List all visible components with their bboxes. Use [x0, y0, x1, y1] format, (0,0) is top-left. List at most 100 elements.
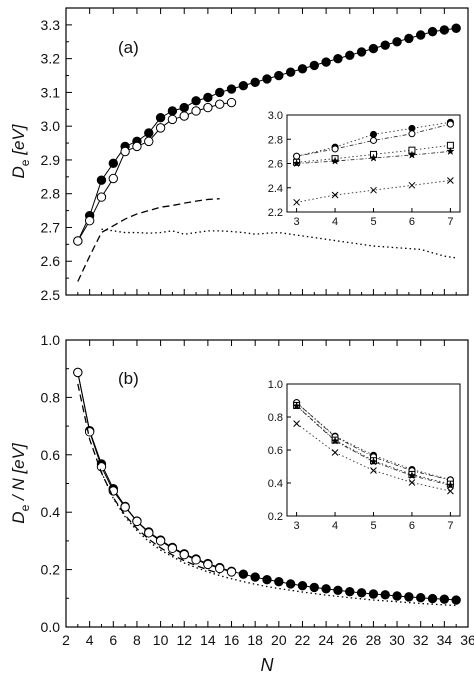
data-point-0-1-3: [108, 173, 118, 184]
panel-label-1: (b): [118, 369, 139, 388]
chart-layer: 2.52.62.72.82.93.03.13.23.3(a)De [eV]3 4 5…: [9, 7, 474, 675]
data-point-0-0-2: [96, 175, 107, 185]
data-point-0-0-22: [333, 53, 343, 64]
data-point-1-0-27: [392, 591, 402, 601]
data-point-1-0-23: [345, 586, 355, 597]
y-tick-label-0-3: 2.8: [41, 186, 61, 202]
y-tick-label-0-0: 2.5: [41, 287, 61, 303]
y-tick-label-1-5: 1.0: [41, 332, 61, 348]
inset-y-tick-label-1-4: 1.0: [268, 379, 283, 391]
inset-data-point-1-3-2: [369, 457, 378, 466]
data-point-0-0-7: [155, 113, 166, 123]
y-axis-title-unit-0: [eV]: [9, 123, 28, 159]
inset-series-line-1-0: [296, 402, 451, 481]
data-point-0-0-19: [297, 64, 308, 74]
y-tick-label-0-6: 3.1: [41, 84, 61, 100]
inset-data-point-1-4-2: [370, 467, 377, 474]
inset-x-tick-label-0-2: 5: [370, 216, 376, 228]
inset-x-tick-label-0-3: 6: [409, 216, 415, 228]
data-point-1-0-19: [297, 580, 308, 591]
y-axis-title-0: De [eV]: [9, 123, 32, 178]
data-point-1-0-26: [380, 590, 390, 600]
data-point-1-0-16: [262, 574, 272, 585]
data-point-0-1-7: [155, 123, 166, 133]
data-point-1-0-30: [427, 593, 438, 604]
data-point-0-0-21: [321, 57, 331, 67]
data-point-0-1-1: [84, 216, 95, 226]
inset-series-line-1-4: [296, 423, 451, 492]
data-point-1-1-12: [215, 563, 225, 574]
inset-data-point-0-4-0-stroke-b: [293, 198, 300, 206]
x-tick-label-1-4: 10: [153, 632, 169, 648]
inset-data-point-1-4-1: [331, 449, 339, 456]
inset-series-line-1-2: [296, 405, 451, 485]
data-point-0-0-26: [380, 40, 390, 50]
inset-data-point-1-4-3: [408, 479, 416, 486]
x-tick-label-1-10: 22: [295, 632, 311, 648]
x-tick-label-1-0: 2: [62, 632, 70, 648]
plot-frame-0: [65, 7, 469, 296]
data-point-0-0-20: [309, 60, 319, 71]
x-tick-label-1-3: 8: [133, 632, 141, 648]
inset-y-tick-label-0-1: 2.4: [268, 183, 283, 195]
inset-data-point-1-3-0: [292, 401, 301, 410]
data-point-0-0-30: [427, 26, 438, 37]
inset-y-tick-label-0-4: 3.0: [268, 110, 283, 122]
data-point-0-0-11: [203, 92, 213, 103]
panel-1: 2 4 6 8 10 12 14 16 18 20 22 24 26 28 30 32 34 360.00.20.…: [9, 332, 474, 675]
data-point-0-1-8: [167, 114, 178, 125]
y-tick-label-1-1: 0.2: [41, 562, 61, 578]
x-axis-title-1: N: [261, 655, 275, 675]
inset-data-point-0-1-1: [331, 145, 339, 153]
y-tick-label-0-7: 3.2: [41, 51, 61, 67]
x-tick-label-1-14: 30: [389, 632, 405, 648]
y-tick-label-1-3: 0.6: [41, 447, 61, 463]
data-point-0-1-2: [96, 192, 107, 202]
data-point-0-0-14: [238, 80, 249, 91]
y-tick-label-0-8: 3.3: [41, 17, 61, 33]
x-tick-label-1-13: 28: [366, 632, 382, 648]
x-tick-label-1-15: 32: [413, 632, 429, 648]
data-point-0-0-13: [226, 84, 237, 94]
inset-data-point-0-3-3: [407, 150, 417, 159]
inset-data-point-0-4-4: [447, 177, 454, 184]
data-point-0-1-11: [203, 102, 213, 113]
inset-data-point-0-1-4: [446, 120, 454, 128]
data-point-0-0-24: [356, 47, 367, 57]
y-axis-title-symbol-1: D: [9, 511, 28, 523]
data-point-1-0-18: [285, 579, 296, 589]
data-point-0-0-32: [451, 23, 461, 33]
x-tick-label-1-7: 16: [224, 632, 240, 648]
inset-data-point-1-4-3-stroke-b: [408, 479, 416, 486]
inset-x-tick-label-1-0: 3: [294, 520, 300, 532]
data-point-0-0-18: [285, 67, 296, 77]
inset-0: 3 4 5 6 7 2.2 2.4 2.6 2.8 3.0: [268, 110, 461, 228]
data-point-1-1-1: [84, 427, 95, 437]
inset-data-point-0-3-0: [292, 158, 301, 168]
inset-data-point-1-4-2-stroke-b: [370, 467, 377, 474]
x-tick-label-1-9: 20: [271, 632, 287, 648]
inset-data-point-1-3-3: [407, 471, 417, 480]
data-point-0-1-0: [73, 236, 83, 246]
data-point-1-0-20: [309, 582, 319, 593]
series-line-1-3: [100, 472, 457, 607]
data-point-0-0-27: [392, 37, 402, 47]
data-point-0-1-4: [120, 146, 130, 157]
data-point-0-1-6: [144, 136, 154, 147]
inset-data-point-0-3-2: [369, 153, 378, 162]
inset-data-point-1-4-0: [293, 420, 300, 427]
inset-data-point-0-1-2: [370, 136, 377, 144]
y-tick-label-0-5: 3.0: [41, 118, 61, 134]
y-tick-label-1-0: 0.0: [41, 619, 61, 635]
data-point-0-0-28: [404, 33, 414, 44]
plot-frame-1: [65, 339, 469, 628]
y-tick-label-0-4: 2.9: [41, 152, 61, 168]
data-point-0-1-12: [215, 99, 225, 109]
data-point-0-0-3: [108, 158, 118, 169]
data-point-0-1-9: [179, 111, 189, 121]
inset-data-point-1-4-0-stroke-b: [293, 420, 300, 427]
y-axis-title-symbol-0: D: [9, 166, 28, 178]
inset-data-point-1-4-1-stroke-b: [331, 449, 339, 456]
